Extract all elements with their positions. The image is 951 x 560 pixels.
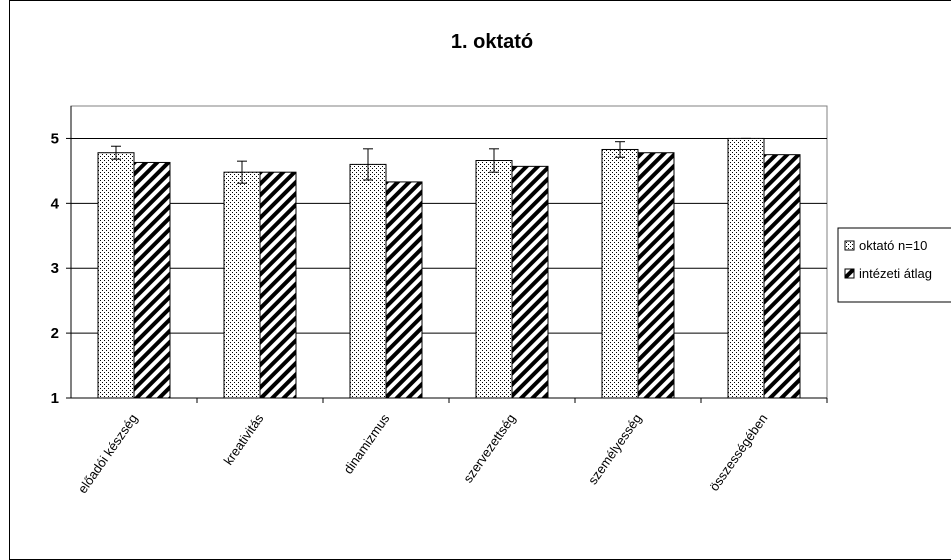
legend-swatch-0 [844, 240, 855, 251]
chart: 1. oktató 1 2 3 4 5 előadói készség kreativit… [51, 31, 951, 496]
x-tick-label: előadói készség [75, 411, 141, 496]
plot-area [70, 105, 828, 399]
y-tick-label: 4 [51, 195, 60, 212]
legend-swatch-1 [844, 268, 855, 279]
error-bars [111, 137, 751, 184]
x-tick-label: összességében [706, 411, 770, 494]
bars [97, 137, 801, 399]
x-tick-label: kreativitás [221, 411, 267, 468]
chart-title: 1. oktató [451, 31, 533, 53]
bar-oktato-4 [601, 148, 639, 399]
gridlines [71, 137, 827, 334]
y-tick-label: 1 [51, 390, 59, 407]
y-tick-label: 5 [51, 130, 59, 147]
bar-oktato-0 [97, 152, 135, 399]
y-axis: 1 2 3 4 5 [51, 106, 72, 407]
bar-intezeti-5 [763, 154, 801, 399]
bar-intezeti-2 [385, 181, 423, 399]
x-tick-label: szervezettség [460, 411, 518, 485]
bar-intezeti-1 [259, 171, 297, 399]
bar-intezeti-0 [133, 161, 171, 399]
x-tick-label: dinamizmus [340, 411, 392, 477]
bar-intezeti-3 [511, 165, 549, 399]
x-axis: előadói készség kreativitás dinamizmus szer… [71, 397, 828, 496]
y-tick-label: 2 [51, 325, 59, 342]
bar-intezeti-4 [637, 152, 675, 399]
legend-label-0: oktató n=10 [859, 238, 927, 253]
bar-oktato-3 [475, 160, 513, 399]
legend-box [837, 227, 951, 303]
x-tick-label: személyesség [585, 411, 645, 487]
bar-oktato-2 [349, 163, 387, 399]
bar-oktato-5 [727, 137, 765, 399]
y-tick-label: 3 [51, 260, 59, 277]
legend-label-1: intézeti átlag [859, 266, 932, 281]
bar-oktato-1 [223, 171, 261, 399]
legend: oktató n=10 intézeti átlag [837, 227, 951, 303]
